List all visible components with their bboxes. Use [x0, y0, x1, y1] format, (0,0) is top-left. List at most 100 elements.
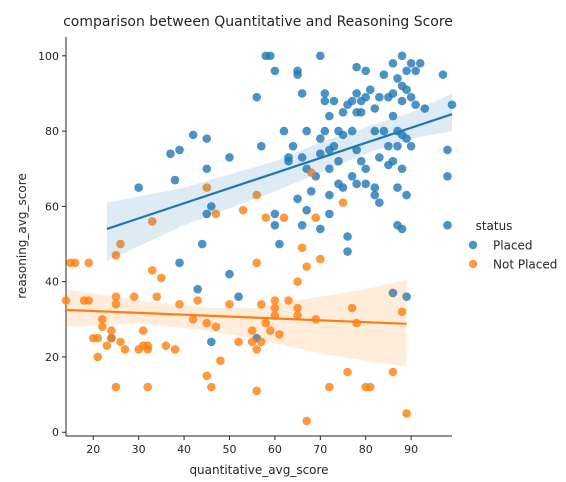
data-point-placed [234, 292, 243, 302]
y-tick-label: 100 [38, 50, 59, 63]
data-point-not-placed [388, 367, 398, 377]
data-point-placed [443, 171, 452, 181]
data-point-not-placed [202, 318, 212, 328]
data-point-not-placed [293, 303, 302, 313]
data-point-placed [352, 179, 361, 189]
data-point-placed [306, 187, 316, 196]
data-point-not-placed [84, 296, 94, 305]
y-axis-label: reasoning_avg_score [15, 173, 29, 298]
data-point-not-placed [107, 333, 116, 343]
data-point-not-placed [143, 345, 153, 354]
data-point-placed [288, 141, 298, 151]
data-point-not-placed [266, 326, 275, 335]
data-point-not-placed [211, 209, 221, 219]
y-tick-label: 0 [52, 426, 59, 439]
data-point-placed [325, 164, 334, 174]
data-point-placed [207, 337, 216, 347]
data-point-placed [415, 59, 425, 68]
data-point-not-placed [143, 382, 153, 392]
data-point-not-placed [120, 345, 130, 354]
data-point-placed [375, 153, 384, 162]
data-point-placed [443, 220, 452, 230]
data-point-not-placed [193, 296, 202, 305]
data-point-placed [384, 141, 393, 151]
regression-line-placed [106, 113, 453, 231]
data-point-not-placed [270, 296, 280, 305]
x-tick-label: 40 [177, 443, 191, 456]
data-point-not-placed [138, 326, 148, 335]
legend-label-placed: Placed [493, 239, 533, 253]
data-point-not-placed [365, 382, 375, 392]
data-point-not-placed [256, 337, 266, 347]
legend-title: status [476, 219, 513, 233]
data-point-not-placed [111, 292, 121, 302]
data-point-not-placed [70, 258, 80, 268]
data-point-placed [347, 96, 357, 106]
data-point-placed [356, 156, 366, 166]
data-point-placed [411, 100, 420, 110]
data-point-not-placed [302, 416, 311, 426]
data-point-placed [197, 239, 207, 249]
data-point-placed [393, 74, 402, 83]
data-point-not-placed [293, 277, 302, 286]
data-point-not-placed [279, 213, 289, 222]
data-point-placed [365, 85, 375, 94]
data-point-not-placed [397, 307, 407, 317]
data-point-placed [397, 96, 407, 106]
data-point-placed [302, 126, 311, 136]
data-point-placed [325, 209, 334, 219]
confidence-band-placed [106, 93, 452, 261]
data-point-placed [388, 288, 398, 298]
data-point-not-placed [116, 337, 125, 347]
data-point-placed [338, 130, 348, 140]
data-point-not-placed [152, 292, 162, 302]
data-point-not-placed [261, 318, 271, 328]
data-point-not-placed [157, 273, 166, 283]
data-point-placed [402, 190, 411, 200]
data-point-placed [393, 183, 402, 192]
data-point-placed [361, 92, 371, 102]
data-point-placed [375, 92, 384, 102]
data-point-placed [188, 130, 198, 140]
data-point-placed [320, 96, 330, 106]
data-point-not-placed [293, 311, 302, 320]
data-point-not-placed [61, 296, 71, 305]
data-point-placed [379, 70, 389, 79]
plot-area: 20 30 40 50 60 70 80 90 0 20 40 60 80 100 [38, 37, 457, 456]
data-point-not-placed [84, 258, 94, 268]
data-point-placed [325, 145, 334, 155]
data-point-not-placed [202, 183, 212, 192]
data-point-placed [397, 164, 407, 174]
data-point-placed [361, 179, 371, 189]
data-point-placed [316, 134, 325, 143]
data-point-placed [302, 205, 311, 215]
data-point-not-placed [325, 382, 334, 392]
data-point-not-placed [147, 217, 157, 226]
data-point-not-placed [147, 266, 157, 275]
data-point-placed [379, 126, 389, 136]
data-point-placed [297, 220, 307, 230]
data-point-placed [175, 258, 184, 268]
y-tick-label: 40 [45, 276, 59, 289]
legend-marker-placed [468, 240, 478, 250]
data-point-placed [411, 66, 420, 76]
data-point-not-placed [252, 258, 262, 268]
data-point-not-placed [111, 382, 121, 392]
legend-marker-not-placed [468, 259, 478, 269]
data-point-placed [166, 149, 175, 158]
data-point-not-placed [316, 254, 325, 264]
data-point-placed [270, 209, 280, 219]
data-point-placed [388, 111, 398, 121]
data-point-placed [370, 183, 380, 192]
data-point-not-placed [202, 371, 212, 381]
data-point-placed [193, 284, 202, 294]
data-point-not-placed [98, 322, 107, 332]
data-point-placed [361, 66, 371, 76]
data-point-not-placed [284, 296, 293, 305]
data-point-placed [406, 141, 416, 151]
data-point-not-placed [261, 213, 271, 222]
data-point-not-placed [161, 341, 171, 350]
x-tick-label: 90 [404, 443, 418, 456]
data-point-not-placed [275, 330, 284, 339]
data-point-placed [279, 126, 289, 136]
